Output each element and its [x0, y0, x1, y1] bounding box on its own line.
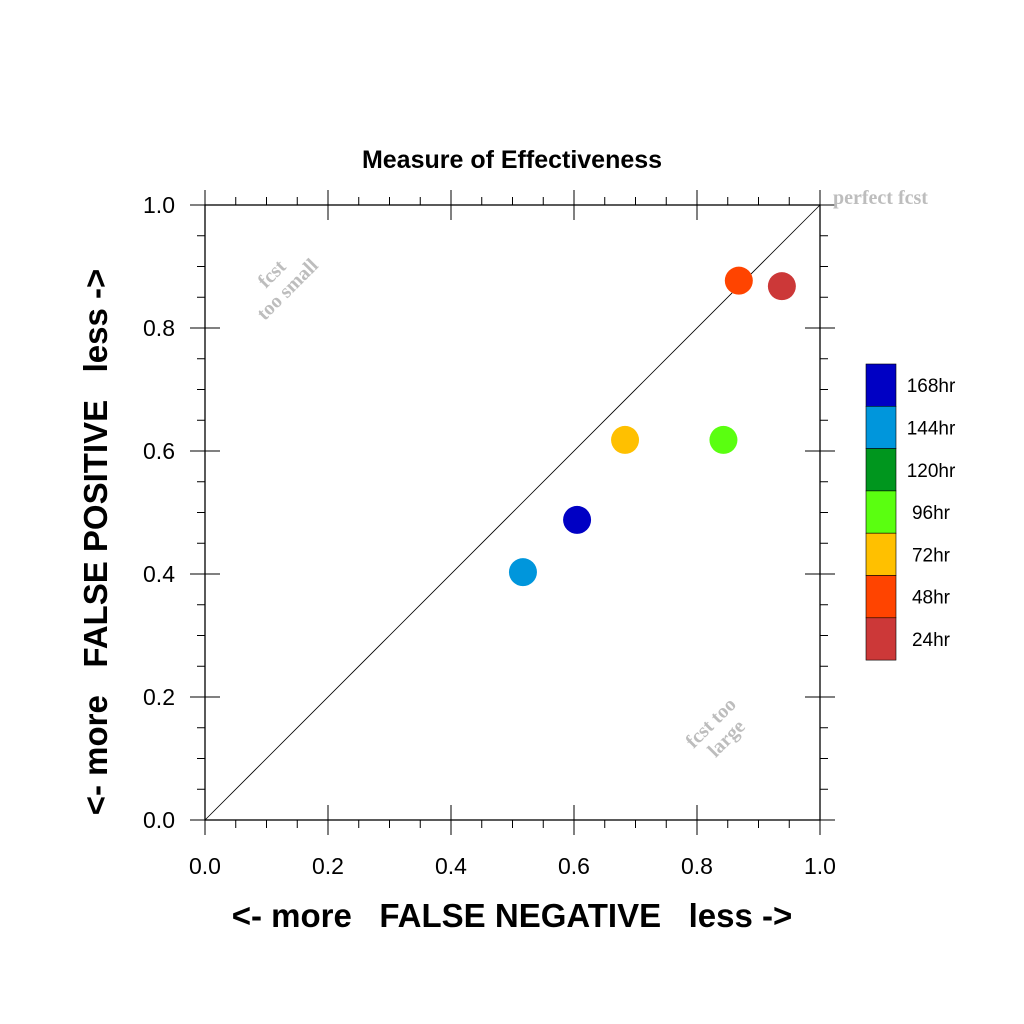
legend-label-144hr: 144hr: [907, 418, 956, 439]
chart-title: Measure of Effectiveness: [362, 146, 662, 174]
y-tick-label: 0.0: [143, 807, 175, 833]
x-tick-label: 1.0: [804, 853, 836, 879]
fcst-too-small-label: fcst too small: [253, 254, 323, 324]
point-144hr: [508, 558, 537, 587]
fcst-too-small-line2: too small: [253, 254, 323, 324]
legend-label-168hr: 168hr: [907, 376, 956, 397]
legend-label-48hr: 48hr: [912, 588, 951, 609]
fcst-too-large-label: fcst too large: [682, 694, 750, 762]
legend-swatch-96hr: [865, 490, 897, 534]
point-72hr: [611, 425, 640, 454]
x-tick-label: 0.4: [435, 853, 467, 879]
legend: 168hr 144hr 120hr 96hr 72hr 48hr 24hr: [865, 363, 956, 661]
legend-label-96hr: 96hr: [912, 503, 951, 524]
legend-swatch-72hr: [865, 532, 897, 576]
x-tick-label: 0.6: [558, 853, 590, 879]
x-tick-label: 0.0: [189, 853, 221, 879]
legend-swatch-120hr: [865, 448, 897, 492]
x-axis-label: <- more FALSE NEGATIVE less ->: [232, 897, 793, 934]
point-96hr: [709, 425, 738, 454]
legend-swatch-24hr: [865, 617, 897, 661]
point-168hr: [563, 505, 592, 534]
perfect-forecast-line: [204, 204, 821, 821]
y-tick-label: 0.4: [143, 561, 175, 587]
data-points: [508, 266, 796, 587]
x-tick-label: 0.8: [681, 853, 713, 879]
point-48hr: [724, 266, 753, 295]
plot-frame: [204, 204, 821, 821]
perfect-fcst-label: perfect fcst: [833, 187, 928, 209]
y-tick-label: 0.6: [143, 438, 175, 464]
y-tick-label: 0.2: [143, 684, 175, 710]
tick-labels: 0.0 0.2 0.4 0.6 0.8 1.0 0.0 0.2 0.4 0.6 0.8 1.0: [143, 192, 836, 879]
legend-swatch-144hr: [865, 405, 897, 449]
y-tick-label: 1.0: [143, 192, 175, 218]
x-tick-label: 0.2: [312, 853, 344, 879]
legend-label-72hr: 72hr: [912, 545, 951, 566]
legend-label-120hr: 120hr: [907, 461, 956, 482]
legend-swatch-168hr: [865, 363, 897, 407]
legend-swatch-48hr: [865, 575, 897, 619]
y-axis-label: <- more FALSE POSITIVE less ->: [77, 269, 114, 816]
legend-label-24hr: 24hr: [912, 630, 951, 651]
y-tick-label: 0.8: [143, 315, 175, 341]
point-24hr: [767, 272, 796, 301]
